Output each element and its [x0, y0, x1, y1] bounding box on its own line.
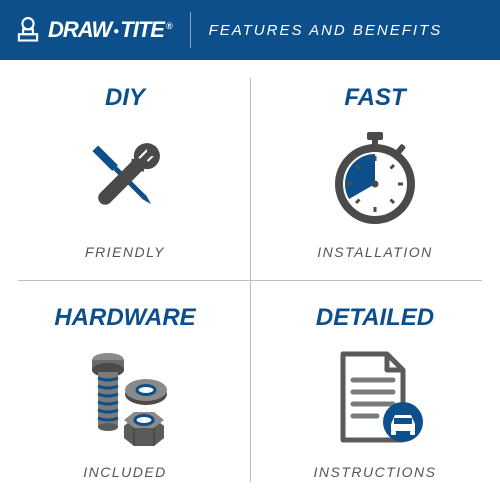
header-bar: DRAW●TITE® FEATURES AND BENEFITS — [0, 0, 500, 60]
feature-subtitle: FRIENDLY — [85, 244, 165, 260]
feature-title: DETAILED — [316, 304, 434, 332]
feature-subtitle: INSTRUCTIONS — [314, 464, 437, 480]
feature-title: FAST — [344, 84, 405, 112]
feature-title: HARDWARE — [54, 304, 195, 332]
feature-subtitle: INCLUDED — [83, 464, 167, 480]
feature-grid: DIY FRIENDLY FAS — [0, 60, 500, 500]
feature-title: DIY — [105, 84, 145, 112]
logo-text: DRAW●TITE® — [48, 17, 172, 43]
header-divider — [190, 12, 191, 48]
stopwatch-icon — [325, 128, 425, 228]
feature-cell-diy: DIY FRIENDLY — [0, 60, 250, 280]
feature-cell-hardware: HARDWARE — [0, 280, 250, 500]
brand-logo: DRAW●TITE® — [14, 16, 172, 44]
tools-icon — [75, 128, 175, 228]
header-tagline: FEATURES AND BENEFITS — [209, 22, 443, 39]
hardware-icon — [68, 348, 183, 448]
feature-subtitle: INSTALLATION — [317, 244, 433, 260]
feature-cell-fast: FAST — [250, 60, 500, 280]
instructions-icon — [323, 348, 428, 448]
hitch-ball-icon — [14, 16, 42, 44]
feature-cell-detailed: DETAILED — [250, 280, 500, 500]
